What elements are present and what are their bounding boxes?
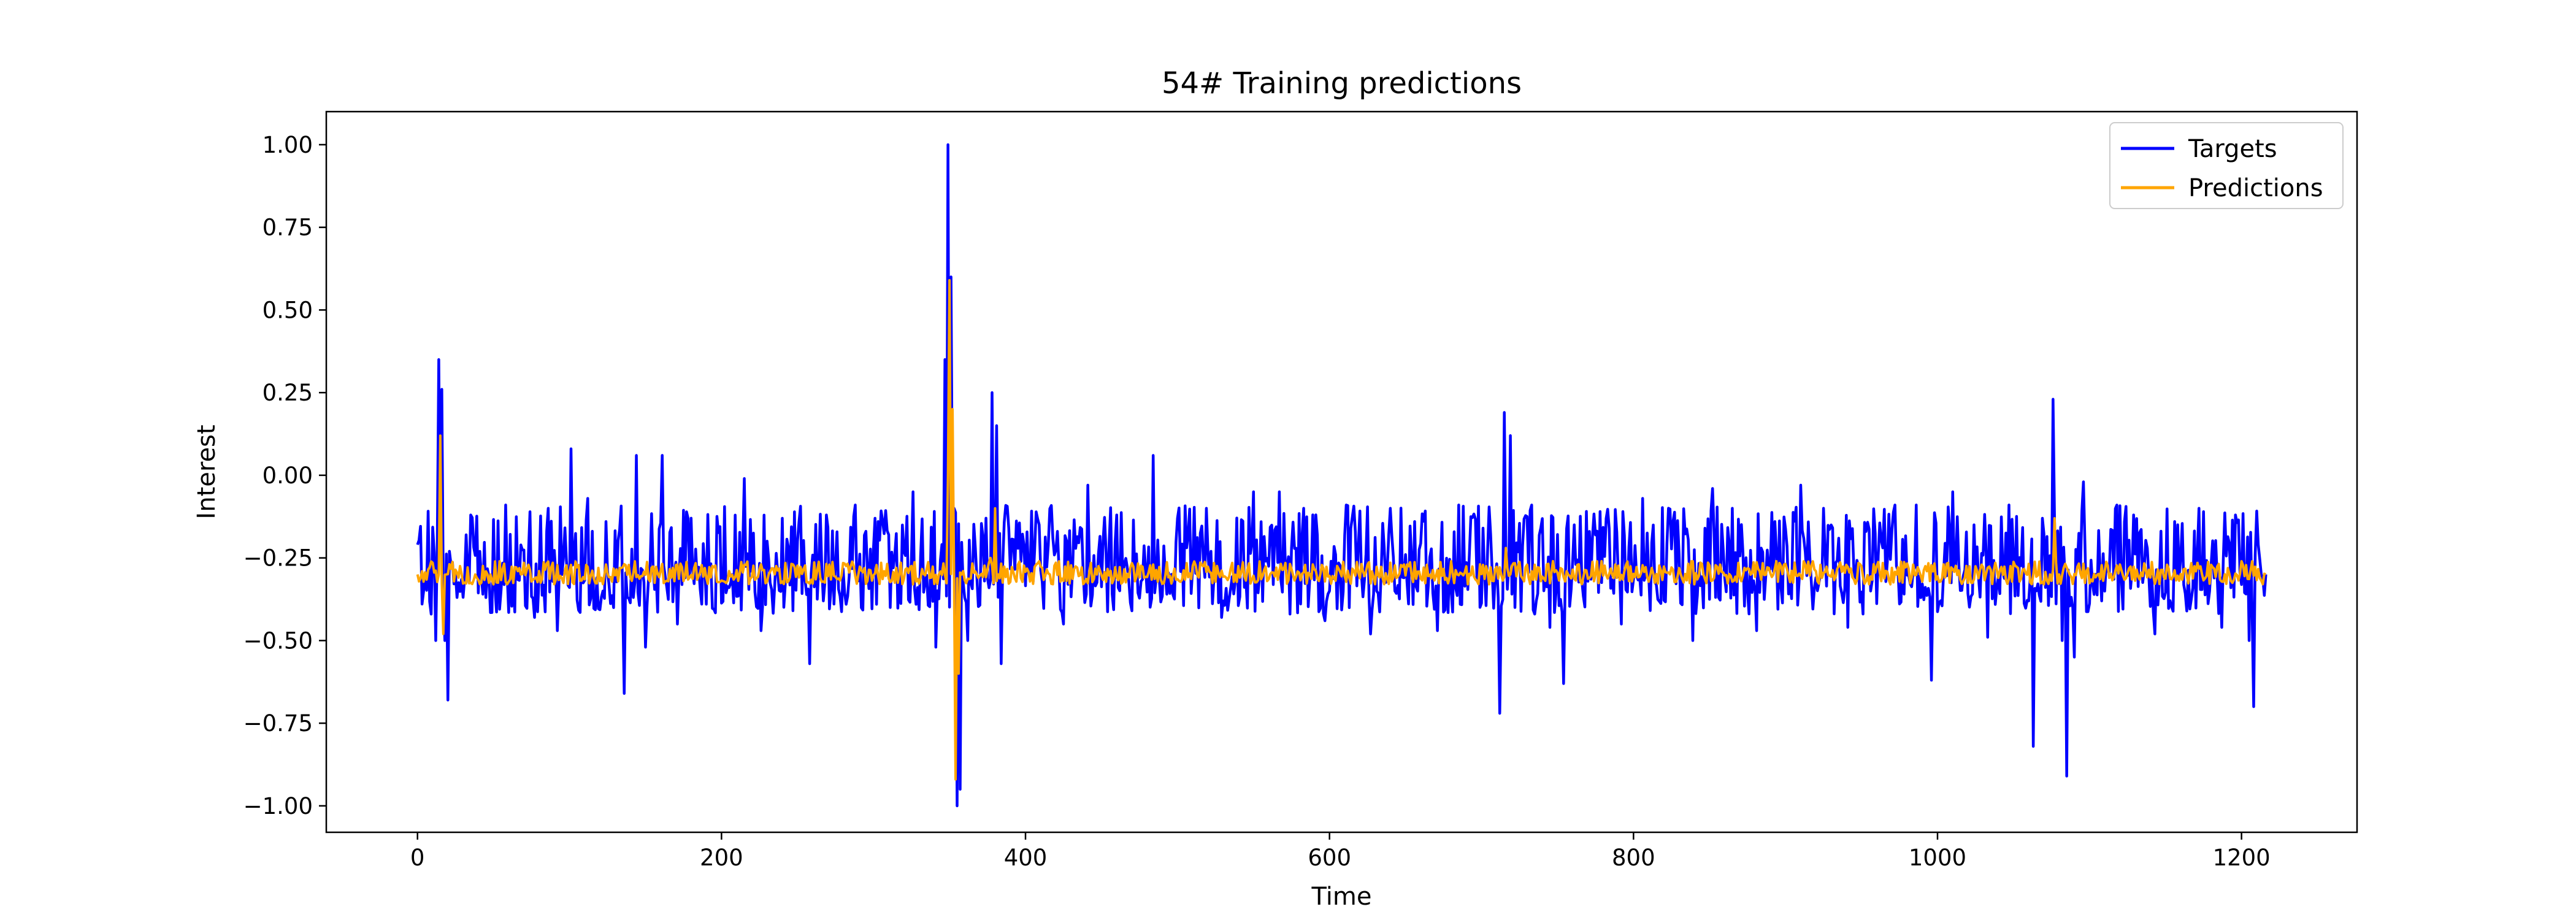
y-tick-label: −0.50 bbox=[243, 627, 313, 654]
y-tick-label: −0.75 bbox=[243, 710, 313, 737]
x-tick-label: 600 bbox=[1308, 845, 1351, 871]
plot-area bbox=[325, 110, 2358, 834]
y-tick-label: 0.75 bbox=[263, 215, 313, 241]
x-tick-label: 400 bbox=[1004, 845, 1048, 871]
legend-label-targets: Targets bbox=[2188, 135, 2277, 163]
chart-title: 54# Training predictions bbox=[1162, 66, 1522, 101]
legend: Targets Predictions bbox=[2109, 122, 2344, 209]
series-layer bbox=[416, 143, 2267, 808]
x-tick-label: 0 bbox=[410, 845, 425, 871]
series-line-targets bbox=[416, 143, 2267, 808]
y-axis: 1.00 0.75 0.50 0.25 0.00 −0.25 −0.50 −0.75 −1.00 bbox=[243, 132, 326, 819]
y-tick-label: 0.50 bbox=[263, 297, 313, 323]
series-line-predictions bbox=[416, 278, 2267, 781]
y-tick-label: −0.25 bbox=[243, 545, 313, 572]
x-tick-label: 800 bbox=[1612, 845, 1655, 871]
y-tick-label: 0.00 bbox=[263, 462, 313, 489]
y-tick-label: 1.00 bbox=[263, 132, 313, 158]
x-tick-label: 1000 bbox=[1909, 845, 1966, 871]
x-axis-title: Time bbox=[1311, 883, 1372, 911]
axes-frame bbox=[325, 110, 2358, 834]
x-axis: 0 200 400 600 800 1000 1200 bbox=[410, 832, 2271, 871]
y-tick-label: −1.00 bbox=[243, 793, 313, 819]
legend-label-predictions: Predictions bbox=[2188, 174, 2323, 202]
x-tick-label: 200 bbox=[700, 845, 743, 871]
x-tick-label: 1200 bbox=[2213, 845, 2271, 871]
y-axis-title: Interest bbox=[193, 424, 221, 519]
y-tick-label: 0.25 bbox=[263, 380, 313, 406]
